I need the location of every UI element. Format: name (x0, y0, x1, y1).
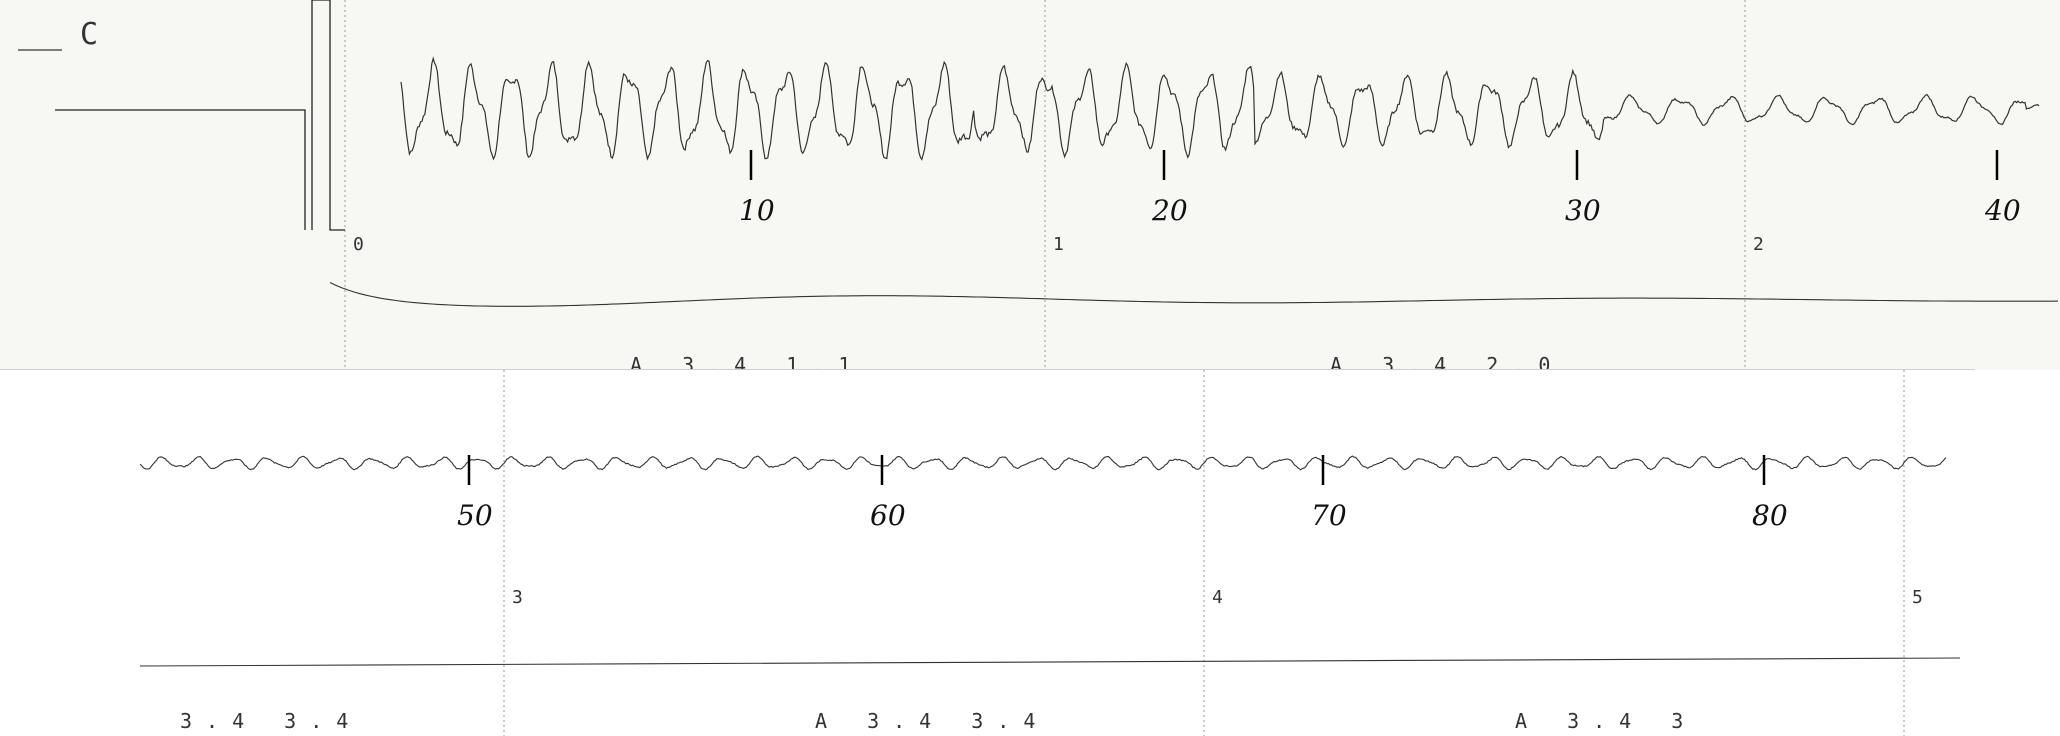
event-mark-label: 70 (1311, 499, 1347, 532)
eeg-trace-bottom (139, 455, 1947, 471)
event-mark-label: 30 (1565, 194, 1601, 227)
bottom-strip-chart: 3 4 5 50 60 70 80 3.4 3.4 A 3.4 3.4 A 3.4 3 (139, 370, 1961, 736)
stimulus-trace (55, 109, 306, 230)
footer-code: 3.4 3.4 (180, 709, 362, 733)
top-strip-chart: C 0 1 2 10 20 30 40 A 3.4 1.1 A 3.4 2.0 (18, 0, 2059, 370)
event-mark-label: 50 (457, 499, 493, 532)
time-tick-label: 4 (1212, 587, 1223, 608)
time-tick-label: 0 (353, 234, 364, 255)
footer-code: A 3.4 3 (1515, 709, 1697, 733)
panel-label: C (80, 17, 98, 52)
eeg-trace-top (400, 56, 2040, 161)
bottom-strip: 3 4 5 50 60 70 80 3.4 3.4 A 3.4 3.4 A 3.4 3 (0, 370, 1975, 736)
event-mark-label: 10 (739, 194, 775, 227)
slow-trace-top (329, 282, 2059, 307)
time-tick-label: 5 (1912, 587, 1923, 608)
footer-code: A 3.4 1.1 (630, 353, 864, 370)
time-tick-label: 3 (512, 587, 523, 608)
event-mark-label: 80 (1752, 499, 1788, 532)
stimulus-pulse (311, 0, 345, 231)
event-mark-label: 20 (1151, 194, 1188, 227)
footer-code: A 3.4 3.4 (815, 709, 1049, 733)
footer-code: A 3.4 2.0 (1330, 353, 1564, 370)
time-tick-label: 2 (1753, 234, 1764, 255)
event-mark-label: 40 (1984, 194, 2021, 227)
top-strip: C 0 1 2 10 20 30 40 A 3.4 1.1 A 3.4 2.0 (0, 0, 2060, 370)
slow-trace-bottom (139, 657, 1961, 667)
time-tick-label: 1 (1053, 234, 1064, 255)
event-mark-label: 60 (870, 499, 906, 532)
